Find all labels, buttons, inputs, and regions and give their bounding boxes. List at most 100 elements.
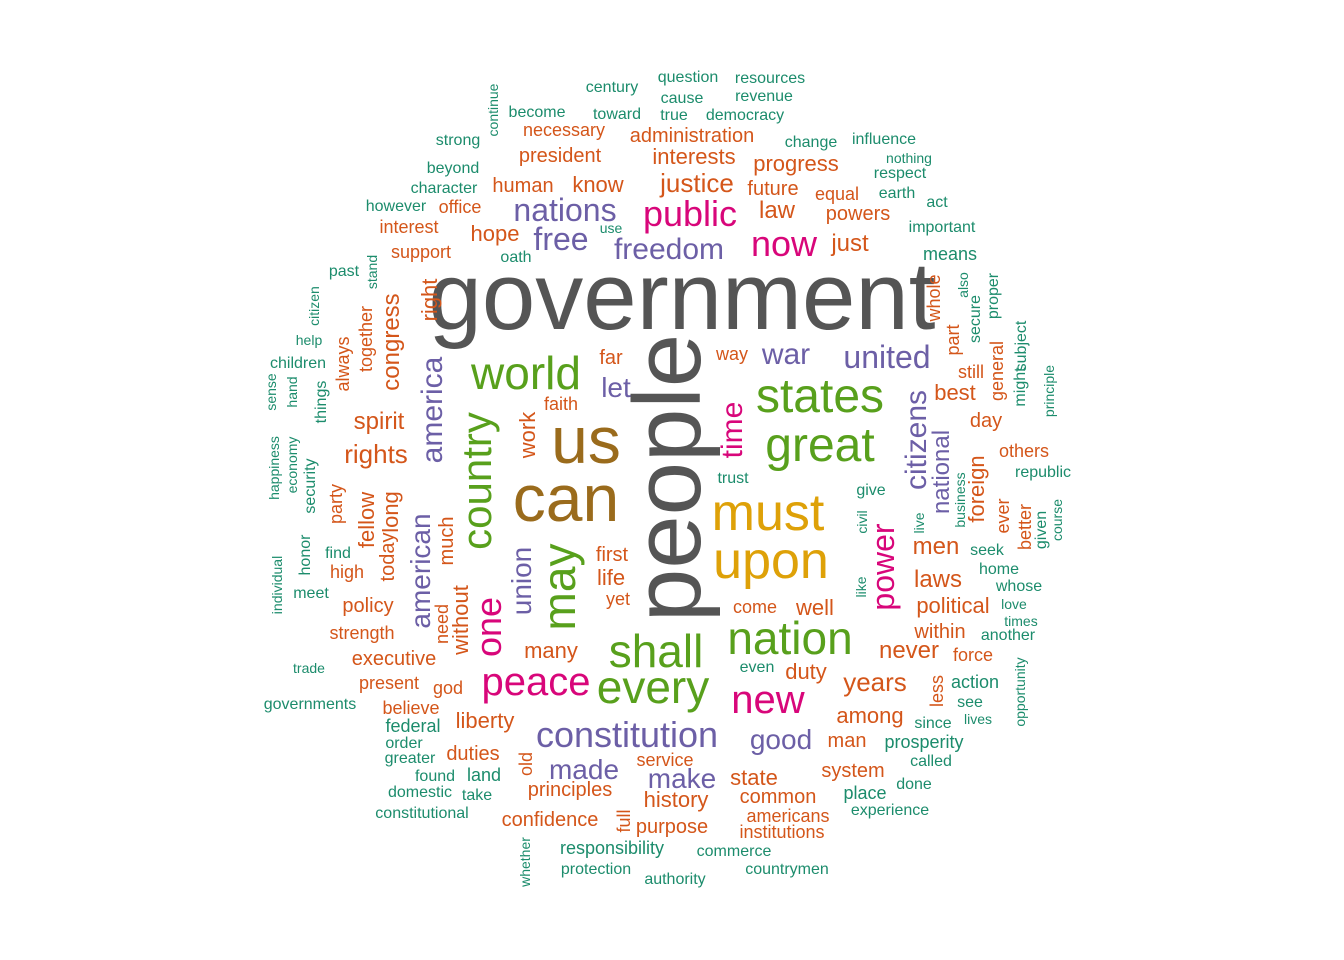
word-believe: believe: [382, 698, 440, 718]
word-progress: progress: [753, 151, 839, 176]
word-change: change: [784, 134, 838, 151]
word-children: children: [269, 355, 327, 372]
word-nations: nations: [513, 192, 617, 228]
word-experience: experience: [850, 802, 930, 819]
word-shall: shall: [608, 625, 704, 677]
word-trust: trust: [717, 470, 749, 487]
word-just: just: [831, 230, 869, 257]
word-things: things: [313, 380, 330, 424]
word-security: security: [302, 458, 319, 514]
word-made: made: [548, 754, 620, 785]
word-also: also: [955, 272, 971, 298]
word-find: find: [325, 545, 351, 562]
word-upon: upon: [713, 532, 829, 590]
word-domestic: domestic: [387, 784, 453, 801]
word-old: old: [516, 751, 536, 777]
word-war: war: [761, 338, 811, 371]
word-nation: nation: [727, 612, 853, 664]
word-government: government: [428, 243, 936, 350]
word-happiness: happiness: [266, 436, 282, 500]
word-general: general: [987, 340, 1007, 402]
word-future: future: [747, 178, 799, 200]
word-free: free: [533, 221, 589, 257]
word-country: country: [453, 412, 500, 550]
word-duties: duties: [446, 743, 500, 765]
word-law: law: [758, 197, 796, 224]
word-administration: administration: [629, 125, 755, 147]
word-office: office: [438, 197, 482, 217]
word-come: come: [732, 597, 778, 617]
word-world: world: [471, 347, 581, 399]
word-beyond: beyond: [426, 160, 480, 177]
word-cause: cause: [660, 90, 704, 107]
word-economy: economy: [284, 436, 300, 494]
word-purpose: purpose: [635, 816, 709, 838]
word-power: power: [865, 523, 901, 611]
word-confidence: confidence: [501, 809, 599, 831]
word-protection: protection: [560, 861, 632, 878]
word-life: life: [596, 565, 626, 590]
word-always: always: [333, 336, 353, 392]
word-long: long: [378, 491, 403, 533]
word-revenue: revenue: [735, 88, 793, 105]
word-today: today: [377, 532, 399, 582]
word-constitution: constitution: [535, 714, 719, 755]
word-stand: stand: [364, 254, 380, 290]
word-oath: oath: [500, 249, 532, 266]
word-executive: executive: [351, 648, 437, 670]
word-may: may: [533, 543, 585, 631]
word-states: states: [755, 370, 885, 423]
word-together: together: [356, 305, 376, 373]
word-people: people: [614, 333, 721, 623]
word-full: full: [614, 809, 634, 833]
word-commerce: commerce: [696, 843, 772, 860]
word-trade: trade: [293, 660, 325, 676]
word-times: times: [1004, 613, 1038, 629]
word-whether: whether: [517, 837, 533, 887]
word-since: since: [914, 715, 952, 732]
word-secure: secure: [967, 294, 984, 344]
word-governments: governments: [263, 696, 357, 713]
word-one: one: [468, 596, 509, 658]
word-honor: honor: [297, 534, 314, 576]
word-best: best: [934, 380, 976, 405]
word-use: use: [599, 220, 623, 236]
word-proper: proper: [985, 272, 1002, 320]
word-well: well: [796, 595, 834, 620]
word-american: american: [405, 513, 436, 629]
word-resources: resources: [734, 70, 806, 87]
word-hope: hope: [470, 221, 520, 246]
word-meet: meet: [293, 585, 329, 602]
word-course: course: [1049, 498, 1065, 542]
word-god: god: [432, 678, 464, 698]
word-liberty: liberty: [455, 708, 515, 733]
word-order: order: [385, 735, 423, 752]
word-time: time: [716, 401, 749, 459]
word-found: found: [414, 768, 456, 785]
word-true: true: [660, 107, 688, 124]
word-force: force: [952, 645, 994, 665]
word-justice: justice: [660, 168, 734, 198]
word-men: men: [912, 533, 960, 560]
word-years: years: [843, 667, 907, 697]
word-less: less: [927, 674, 947, 708]
word-president: president: [518, 145, 602, 167]
word-service: service: [636, 750, 694, 770]
word-support: support: [390, 242, 452, 262]
word-peace: peace: [481, 660, 591, 704]
word-become: become: [508, 104, 566, 121]
word-even: even: [739, 659, 775, 676]
word-part: part: [943, 324, 963, 356]
word-history: history: [643, 787, 709, 812]
word-prosperity: prosperity: [884, 732, 964, 752]
word-let: let: [601, 372, 631, 403]
word-take: take: [461, 787, 493, 804]
word-fellow: fellow: [354, 491, 379, 549]
word-present: present: [358, 673, 420, 693]
word-institutions: institutions: [739, 822, 825, 842]
word-past: past: [328, 263, 360, 280]
word-political: political: [916, 593, 990, 618]
word-public: public: [642, 193, 738, 234]
word-business: business: [952, 472, 968, 528]
word-given: given: [1033, 510, 1050, 550]
